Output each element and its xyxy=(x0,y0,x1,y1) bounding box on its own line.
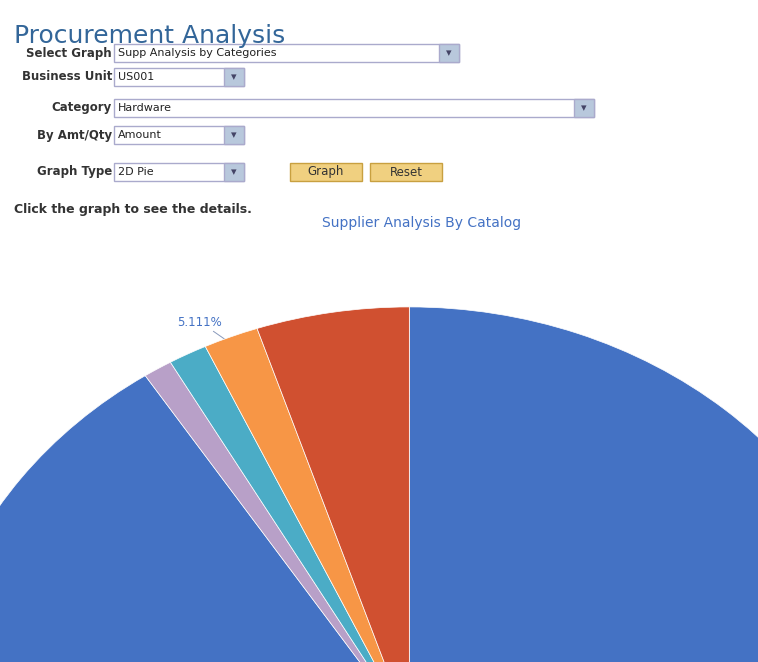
Text: ▾: ▾ xyxy=(231,72,236,82)
Bar xyxy=(574,99,594,117)
Text: Amount: Amount xyxy=(118,130,162,140)
Text: ▾: ▾ xyxy=(231,130,236,140)
Bar xyxy=(114,163,244,181)
Bar xyxy=(439,44,459,62)
Text: Business Unit: Business Unit xyxy=(22,70,112,83)
Bar xyxy=(224,68,244,86)
Text: By Amt/Qty: By Amt/Qty xyxy=(37,128,112,142)
Text: 2D Pie: 2D Pie xyxy=(118,167,154,177)
Text: Graph Type: Graph Type xyxy=(36,166,112,179)
Text: 0.9726%: 0.9726% xyxy=(228,393,434,469)
Wedge shape xyxy=(0,324,758,662)
Text: 1.297%: 1.297% xyxy=(249,377,390,459)
Wedge shape xyxy=(146,362,409,662)
Wedge shape xyxy=(257,307,409,662)
Bar xyxy=(114,44,459,62)
Text: ▾: ▾ xyxy=(231,167,236,177)
Text: ▾: ▾ xyxy=(581,103,587,113)
Bar xyxy=(114,126,244,144)
Bar xyxy=(224,163,244,181)
Wedge shape xyxy=(171,346,409,662)
Bar xyxy=(290,163,362,181)
Text: US001: US001 xyxy=(118,72,154,82)
Wedge shape xyxy=(205,328,409,662)
Bar xyxy=(370,163,442,181)
Text: 1.839%: 1.839% xyxy=(255,350,300,446)
Bar xyxy=(224,126,244,144)
Text: Supplier Analysis By Catalog: Supplier Analysis By Catalog xyxy=(322,216,522,230)
Text: Click the graph to see the details.: Click the graph to see the details. xyxy=(14,203,252,216)
Text: 5.111%: 5.111% xyxy=(177,316,354,429)
Text: ▾: ▾ xyxy=(446,48,452,58)
Text: Procurement Analysis: Procurement Analysis xyxy=(14,24,285,48)
Text: Select Graph: Select Graph xyxy=(27,46,112,60)
Text: Graph: Graph xyxy=(308,166,344,179)
Wedge shape xyxy=(0,307,758,662)
Text: Supp Analysis by Categories: Supp Analysis by Categories xyxy=(118,48,277,58)
Text: Hardware: Hardware xyxy=(118,103,172,113)
Text: Reset: Reset xyxy=(390,166,422,179)
Bar xyxy=(114,68,244,86)
Bar xyxy=(114,99,594,117)
Text: Category: Category xyxy=(52,101,112,115)
